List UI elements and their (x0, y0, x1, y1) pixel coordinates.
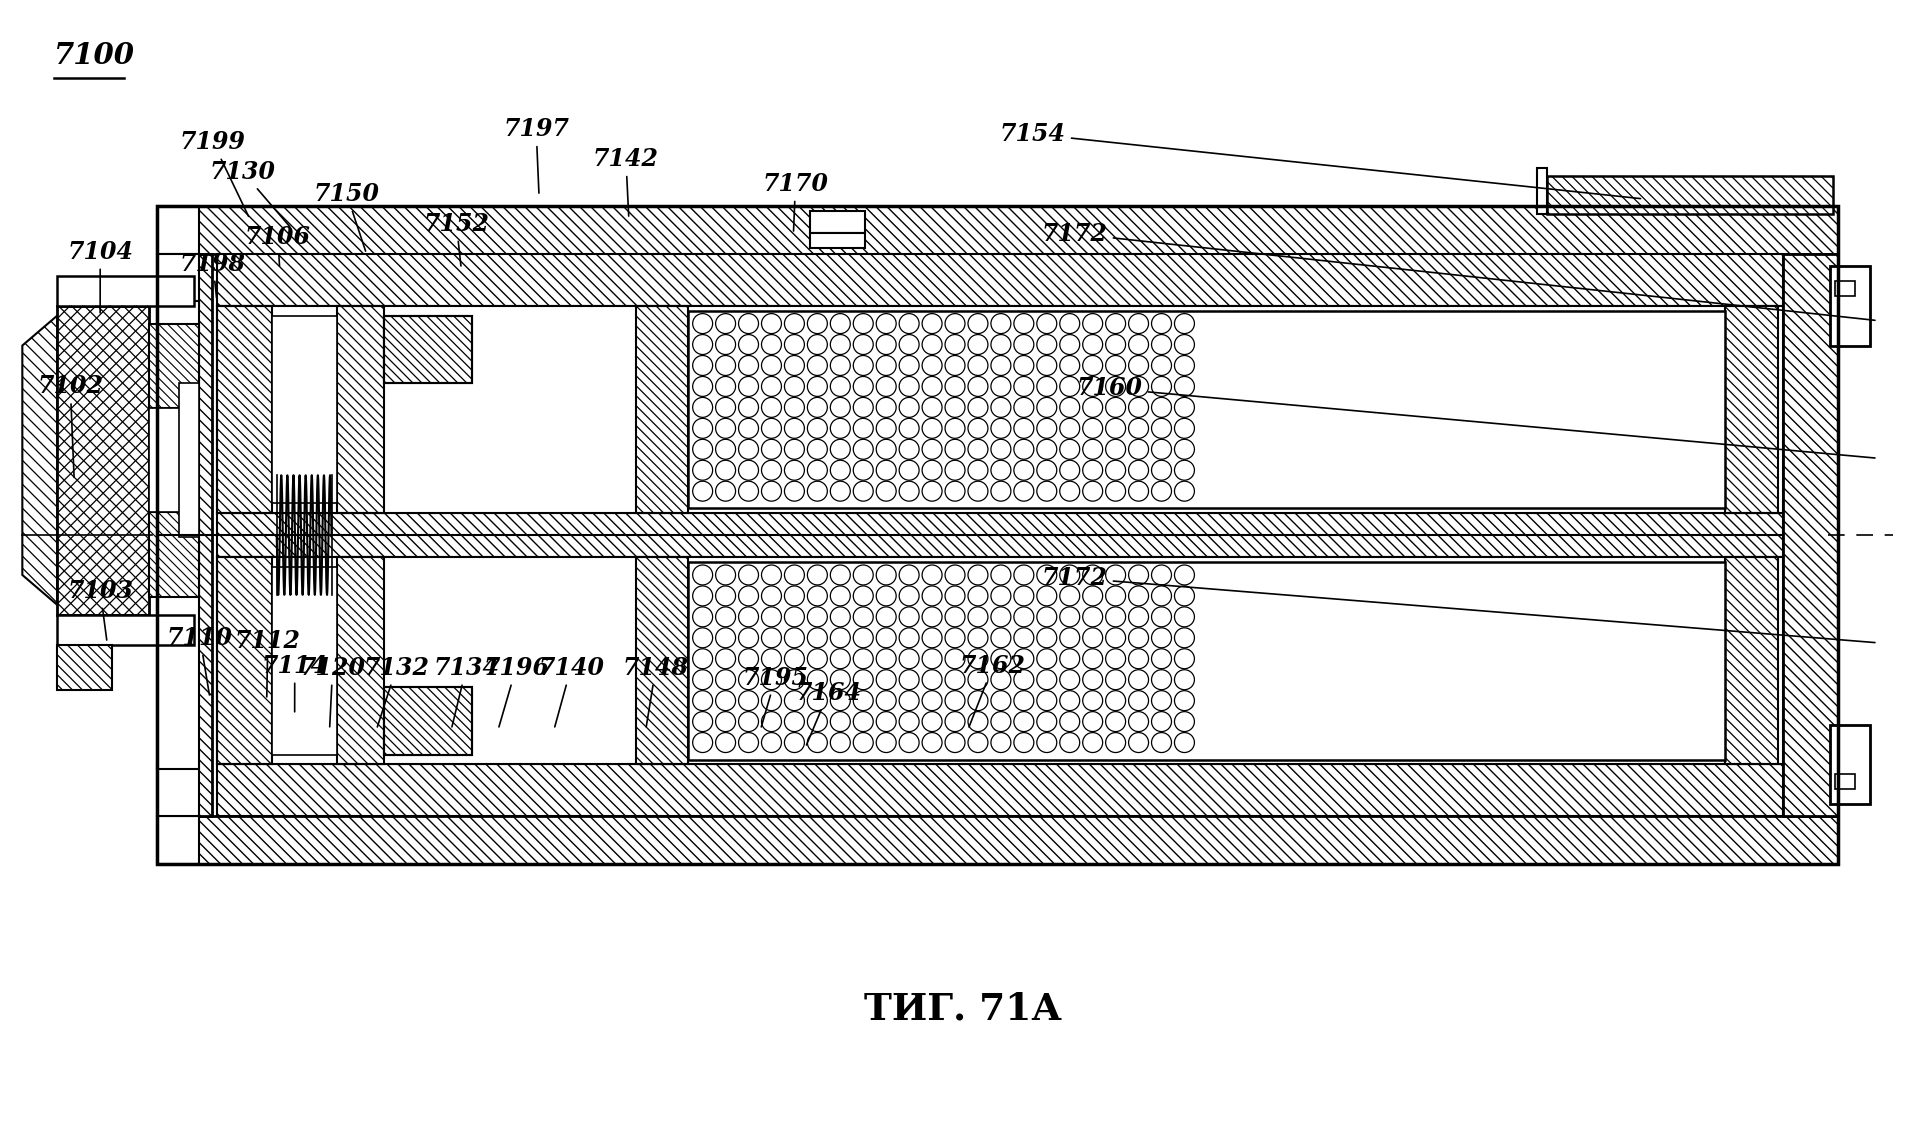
Bar (337, 305, 383, 513)
Bar (156, 765, 198, 816)
Bar (218, 305, 1782, 513)
Bar (811, 211, 865, 232)
Text: 7142: 7142 (594, 147, 659, 216)
Bar (636, 557, 688, 765)
Text: 7170: 7170 (763, 172, 829, 231)
Text: 7196: 7196 (484, 656, 549, 727)
Text: 7130: 7130 (210, 159, 289, 227)
Bar (218, 557, 272, 765)
Text: 7148: 7148 (622, 656, 688, 727)
Bar (1835, 281, 1856, 295)
Text: 7100: 7100 (54, 42, 135, 71)
Bar (218, 305, 1782, 513)
Bar (156, 206, 198, 254)
Text: 7195: 7195 (742, 666, 809, 727)
Bar (272, 316, 337, 503)
Bar (1547, 176, 1833, 213)
Bar (218, 765, 1782, 816)
Text: 7140: 7140 (538, 656, 603, 727)
Bar (218, 557, 1782, 765)
Text: 7132: 7132 (364, 656, 430, 727)
Bar (156, 816, 1838, 865)
Bar (383, 686, 472, 755)
Text: 7104: 7104 (67, 239, 133, 313)
Bar (148, 512, 198, 597)
Text: 7197: 7197 (503, 117, 568, 193)
Bar (811, 232, 865, 248)
Bar (1725, 557, 1779, 765)
Bar (218, 254, 1782, 305)
Text: 7134: 7134 (434, 656, 499, 727)
Text: 7172: 7172 (1043, 222, 1875, 320)
Bar (218, 557, 1782, 765)
Bar (688, 562, 1725, 759)
Text: 7103: 7103 (67, 579, 133, 640)
Text: ΤИГ. 71А: ΤИГ. 71А (863, 990, 1062, 1028)
Bar (156, 301, 198, 769)
Text: 7162: 7162 (960, 654, 1025, 727)
Text: 7150: 7150 (314, 182, 380, 252)
Bar (383, 686, 472, 755)
Text: 7164: 7164 (796, 681, 861, 745)
Bar (148, 323, 198, 409)
Text: 7112: 7112 (235, 629, 301, 697)
Bar (58, 305, 148, 615)
Bar (636, 305, 688, 513)
Bar (148, 409, 198, 512)
Bar (179, 383, 198, 537)
Bar (272, 567, 337, 755)
Text: 7102: 7102 (37, 374, 104, 477)
Bar (218, 513, 1782, 557)
Text: 7152: 7152 (424, 212, 489, 266)
Bar (1536, 168, 1547, 213)
Bar (383, 316, 472, 383)
Bar (1831, 724, 1869, 804)
Bar (1831, 266, 1869, 346)
Text: 7172: 7172 (1043, 566, 1875, 642)
Bar (218, 305, 272, 513)
Bar (156, 206, 1838, 254)
Bar (337, 557, 383, 765)
Text: 7114: 7114 (262, 654, 328, 712)
Bar (688, 311, 1725, 508)
Text: 7198: 7198 (179, 252, 247, 298)
Bar (156, 254, 212, 816)
Text: 7154: 7154 (1000, 122, 1640, 199)
Text: 7106: 7106 (245, 225, 310, 266)
Bar (1725, 305, 1779, 513)
Text: 7160: 7160 (1077, 376, 1875, 458)
Text: 7110: 7110 (168, 626, 233, 695)
Bar (58, 645, 112, 690)
Bar (383, 316, 472, 383)
Text: 7120: 7120 (299, 656, 366, 727)
Bar (156, 816, 198, 865)
Bar (1782, 254, 1838, 816)
Bar (156, 254, 198, 305)
Text: 7199: 7199 (179, 130, 249, 217)
Bar (58, 615, 195, 645)
Bar (156, 206, 1838, 865)
Bar (58, 276, 195, 305)
Bar (1835, 775, 1856, 789)
Polygon shape (23, 316, 58, 605)
